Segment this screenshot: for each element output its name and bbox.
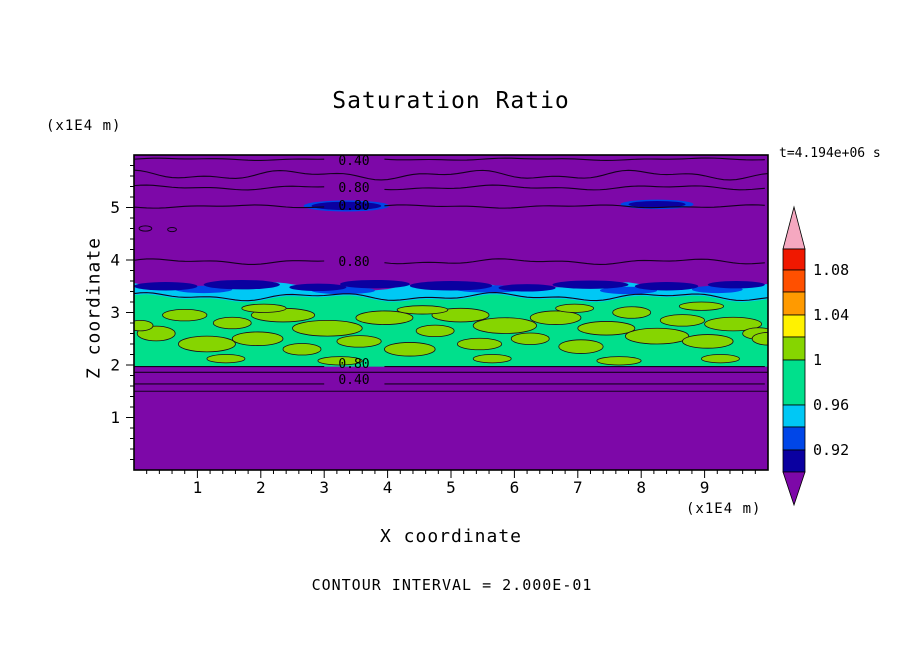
colorbar-segment [782,426,806,451]
x-tick-label: 4 [383,478,393,497]
colorbar: 1.08 1.04 1 0.96 0.92 [782,205,849,507]
colorbar-segment [782,314,806,338]
colorbar-label: 1.08 [813,261,849,279]
colorbar-top-arrow [782,205,806,250]
x-tick-label: 9 [700,478,710,497]
contour-value-label: 0.40 [338,373,369,388]
x-tick-label: 2 [256,478,266,497]
x-tick-label: 1 [193,478,203,497]
x-axis-label: X coordinate [379,526,523,547]
y-axis-label: Z coordinate [83,236,105,380]
contour-value-label: 0.80 [338,357,369,372]
colorbar-bottom-arrow [782,471,806,507]
y-tick-label: 4 [110,251,120,270]
timestamp-label: t=4.194e+06 s [779,146,881,161]
x-tick-label: 8 [636,478,646,497]
colorbar-label: 0.96 [813,396,849,414]
colorbar-segment [782,404,806,428]
colorbar-segment [782,248,806,271]
y-tick-label: 2 [110,356,120,375]
contour-value-label: 0.80 [338,181,369,196]
plot-area [134,155,768,470]
y-tick-label: 5 [110,198,120,217]
colorbar-label: 0.92 [813,441,849,459]
x-tick-labels: 1 2 3 4 5 6 7 8 9 [193,478,710,497]
axis-ticks [126,165,756,478]
x-tick-label: 6 [510,478,520,497]
colorbar-segment [782,359,806,406]
x-axis-unit: (x1E4 m) [686,501,762,517]
x-tick-label: 7 [573,478,583,497]
colorbar-segment [782,291,806,316]
y-tick-labels: 1 2 3 4 5 [110,198,120,427]
page-title: Saturation Ratio [332,88,570,114]
colorbar-label: 1.04 [813,306,849,324]
colorbar-label: 1 [813,351,822,369]
contour-value-label: 0.80 [338,255,369,270]
colorbar-segment [782,336,806,361]
supersaturated-patches [134,301,768,366]
y-tick-label: 3 [110,303,120,322]
contour-interval-label: CONTOUR INTERVAL = 2.000E-01 [311,576,593,594]
contour-value-label: 0.80 [338,199,369,214]
contour-value-label: 0.40 [338,154,369,169]
contour-labels: 0.400.800.800.800.800.40 [338,154,369,388]
x-tick-label: 3 [319,478,329,497]
contour-lines [134,157,768,392]
x-tick-label: 5 [446,478,456,497]
colorbar-segment [782,449,806,473]
y-tick-label: 1 [110,408,120,427]
y-axis-unit: (x1E4 m) [46,118,122,134]
colorbar-segment [782,269,806,293]
